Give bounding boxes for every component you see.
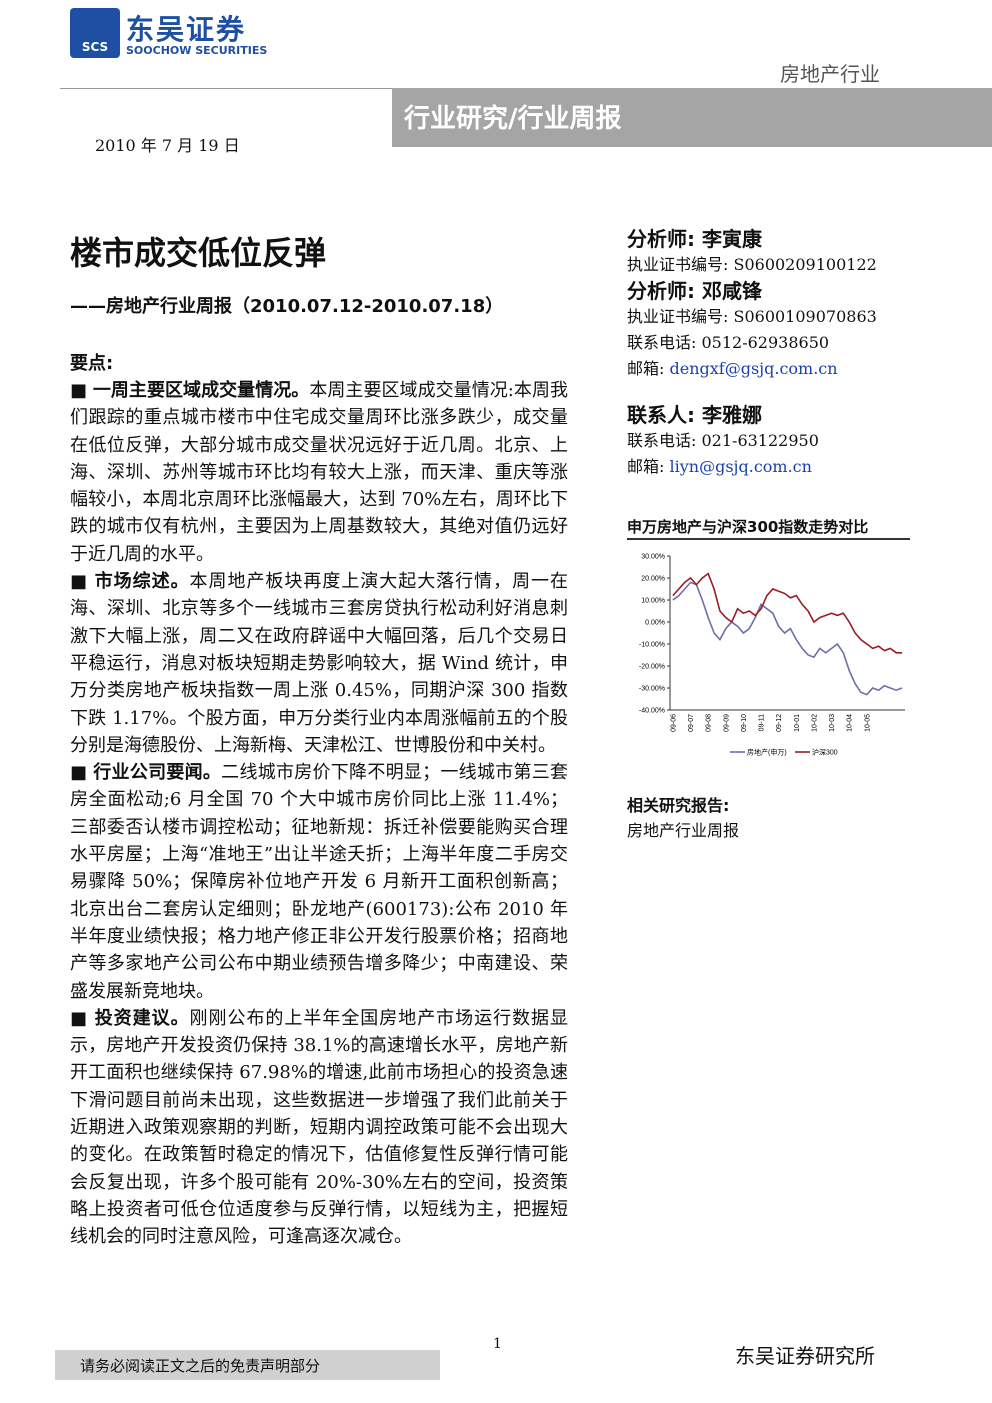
- email[interactable]: dengxf@gsjq.com.cn: [669, 359, 838, 378]
- series-line: [672, 572, 903, 654]
- x-tick-label: 10-04: [847, 714, 854, 732]
- logo: SCS 东吴证券 SOOCHOW SECURITIES: [70, 8, 300, 60]
- key-points: 要点: ■ 一周主要区域成交量情况。本周主要区域成交量情况:本周我们跟踪的重点城…: [70, 350, 568, 1251]
- phone: 0512-62938650: [701, 333, 830, 352]
- cert-label: 执业证书编号:: [627, 255, 729, 274]
- y-tick-label: 20.00%: [641, 576, 665, 583]
- industry: 房地产行业: [780, 62, 880, 86]
- phone-label: 联系电话:: [627, 431, 697, 450]
- sidebar: 分析师: 李寅康 执业证书编号: S0600209100122 分析师: 邓咸锋…: [627, 226, 927, 480]
- key-point-label: 行业公司要闻。: [93, 762, 222, 784]
- x-tick-label: 10-05: [864, 714, 871, 732]
- rule: [627, 538, 910, 540]
- institute: 东吴证券研究所: [735, 1344, 875, 1368]
- chart: 30.00% 20.00% 10.00% 0.00% -10.00% -20.00% -30…: [639, 554, 905, 757]
- y-tick-label: -40.00%: [639, 708, 665, 715]
- y-tick-label: -20.00%: [639, 664, 665, 671]
- report-subtitle: ——房地产行业周报（2010.07.12-2010.07.18）: [70, 296, 504, 317]
- x-tick-label: 09-07: [688, 714, 695, 732]
- key-point-text: 本周地产板块再度上演大起大落行情，周一在海、深圳、北京等多个一线城市三套房贷执行…: [70, 571, 569, 756]
- contact-label: 联系人:: [627, 403, 695, 427]
- x-tick-label: 09-06: [670, 714, 677, 732]
- analyst-label: 分析师:: [627, 227, 695, 251]
- x-tick-label: 10-02: [811, 714, 818, 732]
- key-point: ■ 一周主要区域成交量情况。本周主要区域成交量情况:本周我们跟踪的重点城市楼市中…: [70, 380, 569, 565]
- y-tick-label: -30.00%: [639, 686, 665, 693]
- y-tick-label: -10.00%: [639, 642, 665, 649]
- series-line: [672, 581, 903, 696]
- x-tick-label: 09-11: [759, 714, 766, 731]
- page-number: 1: [493, 1336, 502, 1352]
- cert-label: 执业证书编号:: [627, 307, 729, 326]
- date: 2010 年 7 月 19 日: [95, 136, 240, 155]
- analyst-label: 分析师:: [627, 279, 695, 303]
- cert: S0600209100122: [733, 255, 877, 274]
- y-tick-label: 30.00%: [641, 554, 665, 561]
- email-label: 邮箱:: [627, 359, 665, 378]
- related-item: 房地产行业周报: [627, 821, 740, 840]
- x-tick-label: 09-08: [706, 714, 713, 732]
- key-point: ■ 市场综述。本周地产板块再度上演大起大落行情，周一在海、深圳、北京等多个一线城…: [70, 571, 569, 756]
- phone: 021-63122950: [701, 431, 819, 450]
- key-point-label: 市场综述。: [94, 571, 190, 593]
- email[interactable]: liyn@gsjq.com.cn: [669, 457, 812, 476]
- analyst-name: 李寅康: [701, 227, 762, 251]
- related-heading: 相关研究报告:: [627, 796, 730, 815]
- y-tick-label: 10.00%: [641, 598, 665, 605]
- logo-abbr: SCS: [70, 8, 120, 58]
- y-tick-label: 0.00%: [645, 620, 665, 627]
- logo-cn: 东吴证券: [126, 13, 247, 46]
- analyst-name: 邓咸锋: [701, 279, 762, 303]
- key-points-heading: 要点:: [70, 353, 114, 374]
- key-point-label: 一周主要区域成交量情况。: [92, 380, 310, 401]
- legend-label: 沪深300: [812, 748, 838, 757]
- disclaimer: 请务必阅读正文之后的免责声明部分: [80, 1357, 321, 1375]
- x-tick-label: 10-03: [829, 714, 836, 732]
- email-label: 邮箱:: [627, 457, 665, 476]
- key-point: ■ 投资建议。刚刚公布的上半年全国房地产市场运行数据显示，房地产开发投资仍保持 …: [70, 1007, 569, 1248]
- legend-label: 房地产(申万): [747, 748, 787, 757]
- logo-en: SOOCHOW SECURITIES: [126, 44, 268, 57]
- banner-text: 行业研究/行业周报: [404, 104, 622, 134]
- x-tick-label: 09-10: [741, 714, 748, 732]
- report-title: 楼市成交低位反弹: [70, 234, 327, 272]
- contact-name: 李雅娜: [701, 403, 762, 427]
- phone-label: 联系电话:: [627, 333, 697, 352]
- x-tick-label: 09-09: [723, 714, 730, 732]
- key-point-label: 投资建议。: [94, 1007, 190, 1029]
- key-point-text: 本周主要区域成交量情况:本周我们跟踪的重点城市楼市中住宅成交量周环比涨多跌少，成…: [70, 380, 569, 565]
- key-point-text: 二线城市房价下降不明显；一线城市第三套房全面松动;6 月全国 70 个大中城市房…: [70, 762, 569, 1002]
- key-point: ■ 行业公司要闻。二线城市房价下降不明显；一线城市第三套房全面松动;6 月全国 …: [70, 762, 569, 1002]
- x-tick-label: 09-12: [776, 714, 783, 732]
- chart-title: 申万房地产与沪深300指数走势对比: [627, 518, 869, 536]
- x-tick-label: 10-01: [794, 714, 801, 732]
- key-point-text: 刚刚公布的上半年全国房地产市场运行数据显示，房地产开发投资仍保持 38.1%的高…: [70, 1007, 569, 1248]
- banner: 行业研究/行业周报: [392, 88, 992, 147]
- cert: S0600109070863: [733, 307, 877, 326]
- disclaimer-bar: 请务必阅读正文之后的免责声明部分: [55, 1350, 440, 1380]
